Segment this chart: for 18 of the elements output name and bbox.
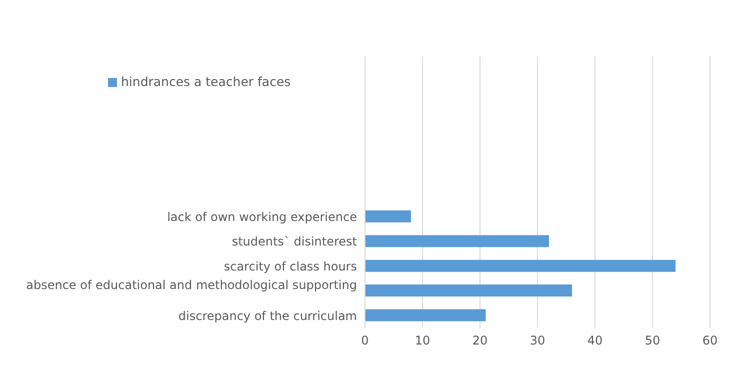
y-tick-label: discrepancy of the curriculam [178, 308, 357, 323]
x-tick-label: 0 [361, 334, 369, 348]
x-tick-label: 20 [472, 334, 488, 348]
y-tick-label: absence of educational and methodological supporting [26, 278, 357, 292]
x-tick-label: 50 [644, 334, 660, 348]
bar [365, 284, 572, 297]
y-tick-label: students` disinterest [232, 234, 358, 249]
legend-label: hindrances a teacher faces [121, 74, 291, 89]
bar [365, 309, 486, 322]
x-tick-label: 30 [530, 334, 546, 348]
x-tick-label: 60 [702, 334, 718, 348]
bar [365, 260, 676, 272]
bar [365, 210, 411, 222]
x-tick-label: 10 [414, 334, 430, 348]
bar [365, 235, 549, 248]
y-tick-label: scarcity of class hours [224, 259, 357, 274]
x-tick-label: 40 [587, 334, 603, 348]
y-tick-label: lack of own working experience [167, 210, 357, 224]
